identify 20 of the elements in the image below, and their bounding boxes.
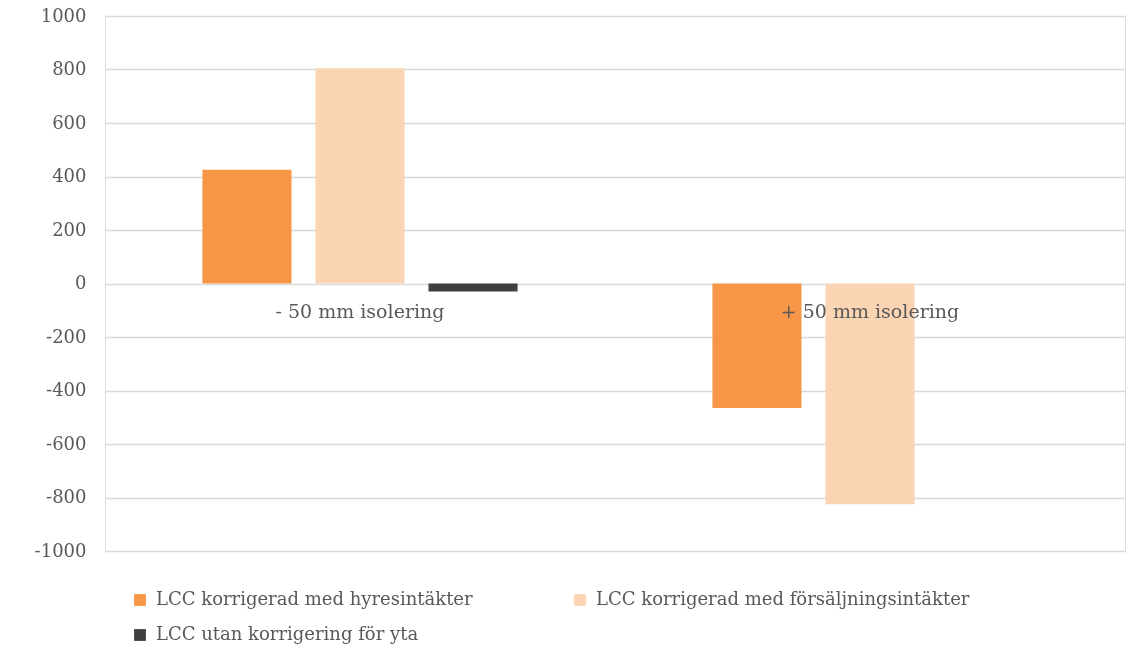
- x-tick-label: + 50 mm isolering: [780, 300, 960, 322]
- bar: [315, 68, 405, 284]
- y-tick-label: 200: [52, 218, 87, 240]
- y-tick-label: 0: [75, 272, 87, 293]
- y-tick-label: -600: [46, 432, 87, 454]
- bar: [202, 169, 292, 284]
- y-tick-label: -200: [46, 325, 87, 347]
- y-tick-label: 1000: [40, 4, 87, 26]
- x-tick-label: - 50 mm isolering: [275, 300, 445, 322]
- legend-label: LCC korrigerad med försäljningsintäkter: [596, 588, 970, 609]
- bar: [712, 283, 802, 408]
- y-tick-label: -800: [46, 486, 87, 507]
- y-tick-label: -400: [46, 379, 87, 400]
- y-tick-label: -1000: [34, 539, 87, 561]
- legend-label: LCC utan korrigering för yta: [156, 623, 419, 644]
- legend-label: LCC korrigerad med hyresintäkter: [156, 588, 474, 609]
- y-tick-label: 400: [52, 165, 87, 186]
- bar: [428, 283, 518, 292]
- y-tick-label: 600: [52, 111, 87, 133]
- y-tick-label: 800: [52, 58, 87, 79]
